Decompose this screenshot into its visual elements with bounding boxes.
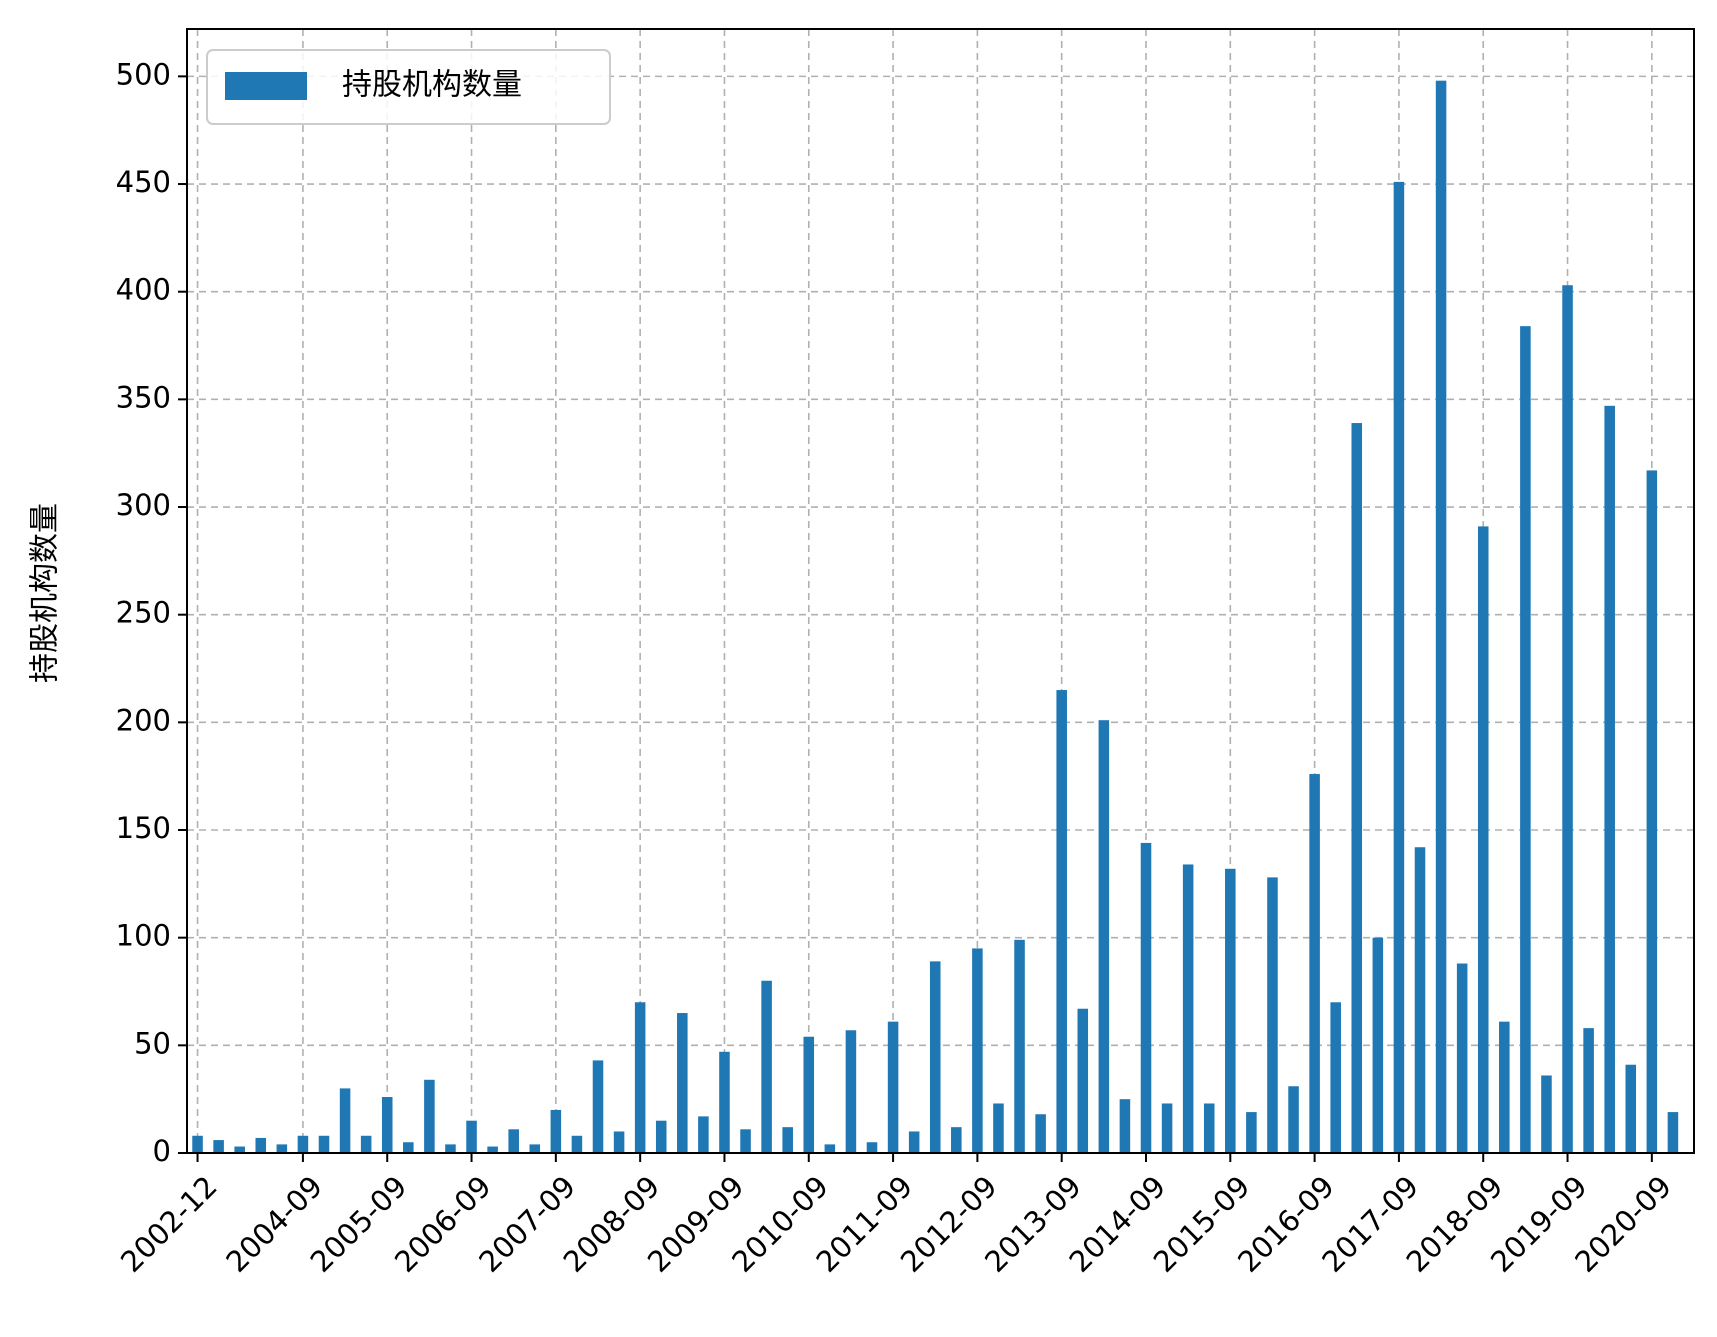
bar — [1414, 847, 1426, 1153]
bar — [1499, 1021, 1510, 1153]
bar — [1161, 1103, 1173, 1153]
bar — [550, 1109, 562, 1153]
bar — [1056, 690, 1067, 1153]
bar — [571, 1135, 583, 1153]
bar — [339, 1088, 351, 1153]
bar — [1119, 1099, 1131, 1153]
bar — [677, 1013, 688, 1153]
bar — [1098, 720, 1110, 1153]
bar — [1646, 470, 1658, 1154]
bar — [782, 1127, 793, 1153]
bar — [529, 1144, 541, 1153]
bar — [929, 961, 941, 1153]
bar — [1541, 1075, 1552, 1153]
bar — [887, 1021, 899, 1153]
bar — [508, 1129, 519, 1153]
y-tick-label: 200 — [116, 703, 171, 737]
bar — [1456, 963, 1468, 1153]
bar — [1140, 842, 1152, 1153]
bar — [1520, 326, 1531, 1153]
y-tick-label: 50 — [134, 1026, 171, 1060]
bar — [487, 1146, 498, 1153]
bar — [1225, 868, 1236, 1153]
bar — [845, 1030, 857, 1153]
bar — [1562, 285, 1573, 1153]
bar — [993, 1103, 1004, 1153]
bar — [634, 1002, 646, 1153]
y-tick-label: 450 — [116, 165, 171, 199]
bar — [719, 1051, 730, 1153]
bar — [1583, 1028, 1594, 1153]
legend-label: 持股机构数量 — [342, 68, 522, 103]
bar — [1393, 181, 1405, 1153]
y-tick-label: 150 — [116, 811, 171, 845]
bar — [866, 1142, 878, 1153]
bar — [1604, 405, 1615, 1153]
bar — [192, 1135, 203, 1153]
y-tick-label: 100 — [116, 919, 171, 953]
bar — [1372, 937, 1384, 1153]
legend: 持股机构数量 — [206, 49, 611, 125]
bar — [951, 1127, 962, 1153]
bar — [213, 1140, 224, 1153]
bar — [276, 1144, 288, 1153]
bar — [360, 1135, 372, 1153]
bar — [1014, 939, 1025, 1153]
bar — [466, 1120, 477, 1153]
y-axis-label: 持股机构数量 — [28, 503, 63, 683]
bar — [1182, 864, 1194, 1153]
y-tick-label: 500 — [116, 57, 171, 91]
bar — [908, 1131, 920, 1153]
bar — [1267, 877, 1278, 1153]
bar — [445, 1144, 456, 1153]
bar — [1435, 80, 1447, 1153]
bar — [1330, 1002, 1341, 1153]
bar — [972, 948, 983, 1153]
bar — [698, 1116, 709, 1153]
bar — [761, 980, 772, 1153]
bar — [1203, 1103, 1215, 1153]
bar — [255, 1137, 267, 1153]
bar — [655, 1120, 667, 1153]
bar — [1625, 1064, 1637, 1153]
bar — [318, 1135, 330, 1153]
bar — [1351, 423, 1363, 1153]
bar — [740, 1129, 751, 1153]
bar — [403, 1142, 414, 1153]
y-tick-label: 0 — [153, 1134, 171, 1168]
bar — [1288, 1086, 1299, 1153]
y-tick-label: 400 — [116, 273, 171, 307]
legend-box — [206, 49, 611, 125]
bar — [1035, 1114, 1046, 1153]
bar — [803, 1036, 815, 1153]
bar — [613, 1131, 625, 1153]
bar — [1477, 526, 1489, 1153]
bar — [1667, 1112, 1679, 1153]
bar — [592, 1060, 604, 1153]
bar — [381, 1097, 393, 1153]
legend-swatch — [225, 72, 307, 100]
bar — [234, 1146, 245, 1153]
bar — [297, 1135, 309, 1153]
plot-frame — [186, 28, 1695, 1154]
bar — [1077, 1008, 1089, 1153]
y-tick-label: 300 — [116, 488, 171, 522]
bar — [424, 1079, 435, 1153]
bar — [824, 1144, 836, 1153]
bar — [1246, 1112, 1257, 1153]
bar — [1309, 774, 1320, 1153]
y-tick-label: 250 — [116, 596, 171, 630]
y-tick-label: 350 — [116, 380, 171, 414]
